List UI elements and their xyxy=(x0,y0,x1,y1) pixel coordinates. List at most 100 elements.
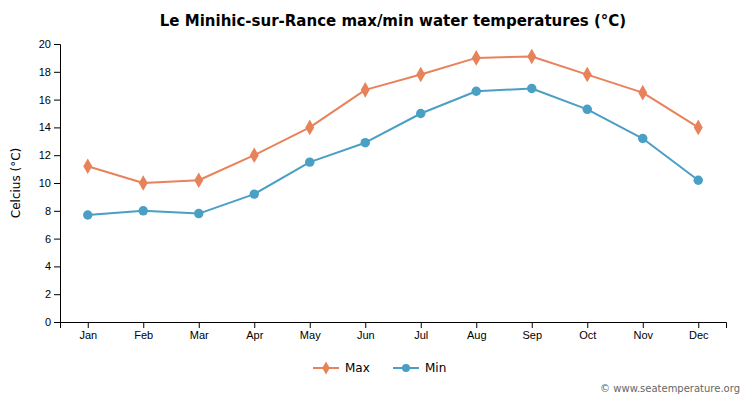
tick: Dec xyxy=(689,322,709,341)
tick-label: Aug xyxy=(467,329,487,341)
tick-label: 18 xyxy=(39,66,51,78)
tick-label: 6 xyxy=(45,233,51,245)
tick-mark xyxy=(199,322,200,328)
tick: 18 xyxy=(39,66,60,78)
marker xyxy=(583,67,592,83)
marker xyxy=(361,138,370,147)
legend-marker xyxy=(322,361,330,374)
tick-label: 12 xyxy=(39,149,51,161)
tick-mark xyxy=(88,322,89,328)
tick-mark xyxy=(421,322,422,328)
tick-label: 2 xyxy=(45,288,51,300)
tick-mark xyxy=(532,322,533,328)
tick: Oct xyxy=(579,322,596,341)
marker xyxy=(250,189,259,198)
tick-label: Jun xyxy=(357,329,375,341)
tick-label: 8 xyxy=(45,205,51,217)
tick-label: Nov xyxy=(633,329,653,341)
tick-mark xyxy=(54,322,60,323)
legend-marker xyxy=(402,364,410,372)
marker xyxy=(472,87,481,96)
tick-mark xyxy=(54,239,60,240)
marker xyxy=(527,49,536,65)
tick-label: 4 xyxy=(45,260,51,272)
marker xyxy=(139,175,148,191)
tick-mark xyxy=(54,294,60,295)
marker xyxy=(250,147,259,163)
legend-label: Min xyxy=(425,361,446,375)
tick: Jul xyxy=(414,322,428,341)
marker xyxy=(694,120,703,136)
chart: Jan Feb Mar Apr May Jun Jul Aug Sep Oct Nov Dec 0 2 4 6… xyxy=(0,0,750,400)
marker xyxy=(305,120,314,136)
marker xyxy=(583,105,592,114)
tick: Apr xyxy=(246,322,263,341)
axis-domain xyxy=(54,45,61,323)
tick: Jan xyxy=(79,322,97,341)
title: Le Minihic-sur-Rance max/min water tempe… xyxy=(160,12,626,30)
tick-mark xyxy=(310,322,311,328)
tick: 0 xyxy=(45,316,60,328)
tick: Jun xyxy=(357,322,375,341)
tick: Sep xyxy=(522,322,542,341)
marker xyxy=(472,50,481,66)
tick-label: Feb xyxy=(134,329,153,341)
marker xyxy=(638,134,647,143)
marker xyxy=(305,157,314,166)
tick-mark xyxy=(365,322,366,328)
tick-mark xyxy=(54,155,60,156)
tick-label: 0 xyxy=(45,316,51,328)
tick-mark xyxy=(54,266,60,267)
tick-label: 14 xyxy=(39,121,51,133)
series-line xyxy=(88,88,699,214)
tick-label: 16 xyxy=(39,94,51,106)
tick: 20 xyxy=(39,38,60,50)
marker xyxy=(416,67,425,83)
plot-area: Jan Feb Mar Apr May Jun Jul Aug Sep Oct Nov Dec 0 2 4 6… xyxy=(39,38,727,341)
y-axis-title: Celcius (°C) xyxy=(9,148,23,218)
marker xyxy=(416,109,425,118)
tick: 10 xyxy=(39,177,60,189)
marker xyxy=(83,159,92,175)
tick-label: Apr xyxy=(246,329,263,341)
tick-mark xyxy=(54,183,60,184)
tick-mark xyxy=(254,322,255,328)
marker xyxy=(83,210,92,219)
marker xyxy=(527,84,536,93)
marks xyxy=(83,49,703,220)
marker xyxy=(194,172,203,188)
tick-mark xyxy=(476,322,477,328)
tick-mark xyxy=(54,100,60,101)
marker xyxy=(361,82,370,98)
tick-label: 10 xyxy=(39,177,51,189)
tick: 8 xyxy=(45,205,60,217)
tick: 2 xyxy=(45,288,60,300)
tick-mark xyxy=(587,322,588,328)
tick-label: May xyxy=(300,329,321,341)
tick-mark xyxy=(54,211,60,212)
tick-mark xyxy=(143,322,144,328)
tick-mark xyxy=(54,127,60,128)
tick: 16 xyxy=(39,94,60,106)
tick-mark xyxy=(698,322,699,328)
tick: 6 xyxy=(45,233,60,245)
tick-mark xyxy=(54,44,60,45)
tick: 14 xyxy=(39,121,60,133)
tick-mark xyxy=(643,322,644,328)
marker xyxy=(694,176,703,185)
y-axis: 0 2 4 6 8 10 12 14 16 18 20 xyxy=(39,38,61,328)
tick: Feb xyxy=(134,322,153,341)
x-axis: Jan Feb Mar Apr May Jun Jul Aug Sep Oct Nov Dec xyxy=(61,322,727,341)
annotation: © www.seatemperature.org xyxy=(600,383,740,394)
tick: 12 xyxy=(39,149,60,161)
marker xyxy=(194,209,203,218)
tick-mark xyxy=(54,72,60,73)
marker xyxy=(139,206,148,215)
marker xyxy=(638,85,647,101)
legend-item: Min xyxy=(393,361,446,375)
tick: Aug xyxy=(467,322,487,341)
tick: Nov xyxy=(633,322,653,341)
tick-label: Jul xyxy=(414,329,428,341)
tick: May xyxy=(300,322,321,341)
tick-label: Mar xyxy=(190,329,209,341)
